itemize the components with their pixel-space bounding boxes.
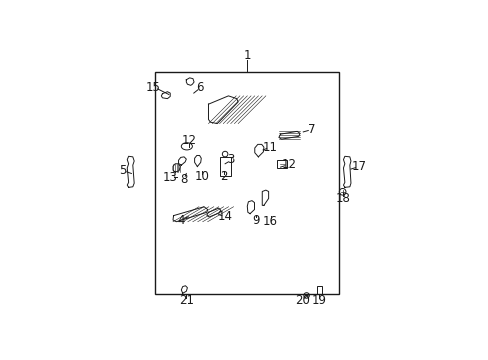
Text: 13: 13 bbox=[163, 171, 177, 184]
Text: 1: 1 bbox=[243, 49, 250, 62]
Text: 4: 4 bbox=[177, 213, 184, 226]
Text: 18: 18 bbox=[334, 192, 349, 205]
Text: 6: 6 bbox=[196, 81, 203, 94]
Bar bbox=[316, 286, 322, 294]
Text: 21: 21 bbox=[179, 294, 193, 307]
Text: 20: 20 bbox=[295, 294, 309, 307]
Text: 10: 10 bbox=[194, 170, 209, 183]
Text: 2: 2 bbox=[220, 170, 227, 183]
Text: 15: 15 bbox=[145, 81, 160, 94]
Text: 16: 16 bbox=[263, 215, 278, 228]
Text: 8: 8 bbox=[180, 172, 187, 185]
Text: 3: 3 bbox=[227, 153, 234, 166]
Text: 14: 14 bbox=[217, 210, 232, 223]
Text: 5: 5 bbox=[119, 164, 126, 177]
Bar bbox=[155, 72, 339, 294]
Text: 19: 19 bbox=[311, 294, 326, 307]
Bar bbox=[220, 157, 230, 176]
Text: 17: 17 bbox=[351, 160, 366, 173]
Text: 12: 12 bbox=[181, 134, 196, 147]
Text: 9: 9 bbox=[251, 213, 259, 226]
Text: 7: 7 bbox=[307, 123, 315, 136]
Text: 11: 11 bbox=[262, 141, 277, 154]
Text: 12: 12 bbox=[282, 158, 296, 171]
Bar bbox=[276, 160, 287, 168]
